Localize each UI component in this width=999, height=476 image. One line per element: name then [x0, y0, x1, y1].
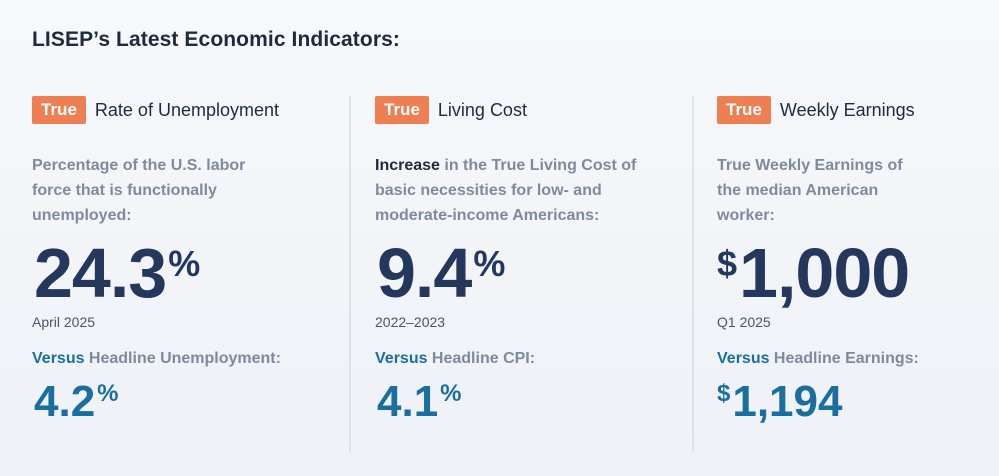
description-lead: Increase	[375, 157, 440, 174]
period-label: April 2025	[32, 314, 96, 330]
value-number: 9.4	[377, 234, 472, 312]
description-text: True Weekly Earnings of the median Ameri…	[717, 157, 903, 224]
page-heading: LISEP’s Latest Economic Indicators:	[32, 28, 400, 51]
headline-value: $ 1,000	[717, 234, 997, 312]
indicator-title: Living Cost	[437, 99, 527, 120]
versus-word: Versus	[32, 350, 85, 367]
indicator-unemployment: True Rate of Unemployment Percentage of …	[32, 96, 350, 452]
value-suffix: %	[168, 243, 201, 284]
headline-value: 24.3 %	[32, 234, 350, 312]
indicator-description: Percentage of the U.S. labor force that …	[32, 153, 262, 228]
indicator-title-row: True Living Cost	[375, 96, 693, 124]
period-label: 2022–2023	[375, 314, 446, 330]
true-badge: True	[717, 96, 771, 124]
versus-word: Versus	[717, 350, 770, 367]
comparison-value: 4.2 %	[32, 376, 350, 428]
indicator-title: Rate of Unemployment	[94, 99, 279, 120]
versus-text: Headline CPI:	[427, 350, 536, 367]
versus-label: Versus Headline CPI:	[375, 350, 693, 372]
versus-label: Versus Headline Earnings:	[717, 350, 997, 372]
comparison-number: 4.2	[34, 377, 96, 426]
versus-text: Headline Earnings:	[769, 350, 919, 367]
comparison-suffix: %	[440, 380, 462, 407]
comparison-number: 4.1	[377, 377, 439, 426]
period-label: Q1 2025	[717, 314, 771, 330]
comparison-value: 4.1 %	[375, 376, 693, 428]
comparison-prefix: $	[717, 380, 731, 407]
comparison-number: 1,194	[732, 377, 843, 426]
indicator-title-row: True Weekly Earnings	[717, 96, 997, 124]
column-divider	[692, 96, 694, 452]
description-text: in the True Living Cost of basic necessi…	[375, 157, 637, 224]
headline-value: 9.4 %	[375, 234, 693, 312]
versus-text: Headline Unemployment:	[84, 350, 281, 367]
true-badge: True	[32, 96, 86, 124]
value-number: 1,000	[739, 234, 910, 312]
versus-word: Versus	[375, 350, 428, 367]
description-text: Percentage of the U.S. labor force that …	[32, 157, 246, 224]
indicator-title-row: True Rate of Unemployment	[32, 96, 350, 124]
indicator-title: Weekly Earnings	[779, 99, 915, 120]
true-badge: True	[375, 96, 429, 124]
value-prefix: $	[717, 243, 738, 284]
value-suffix: %	[473, 243, 506, 284]
versus-label: Versus Headline Unemployment:	[32, 350, 350, 372]
value-number: 24.3	[34, 234, 167, 312]
indicator-living-cost: True Living Cost Increase in the True Li…	[375, 96, 693, 452]
comparison-value: $ 1,194	[717, 376, 997, 428]
column-divider	[349, 96, 351, 452]
indicator-description: Increase in the True Living Cost of basi…	[375, 153, 660, 228]
indicator-description: True Weekly Earnings of the median Ameri…	[717, 153, 917, 228]
indicator-weekly-earnings: True Weekly Earnings True Weekly Earning…	[717, 96, 997, 452]
comparison-suffix: %	[97, 380, 119, 407]
